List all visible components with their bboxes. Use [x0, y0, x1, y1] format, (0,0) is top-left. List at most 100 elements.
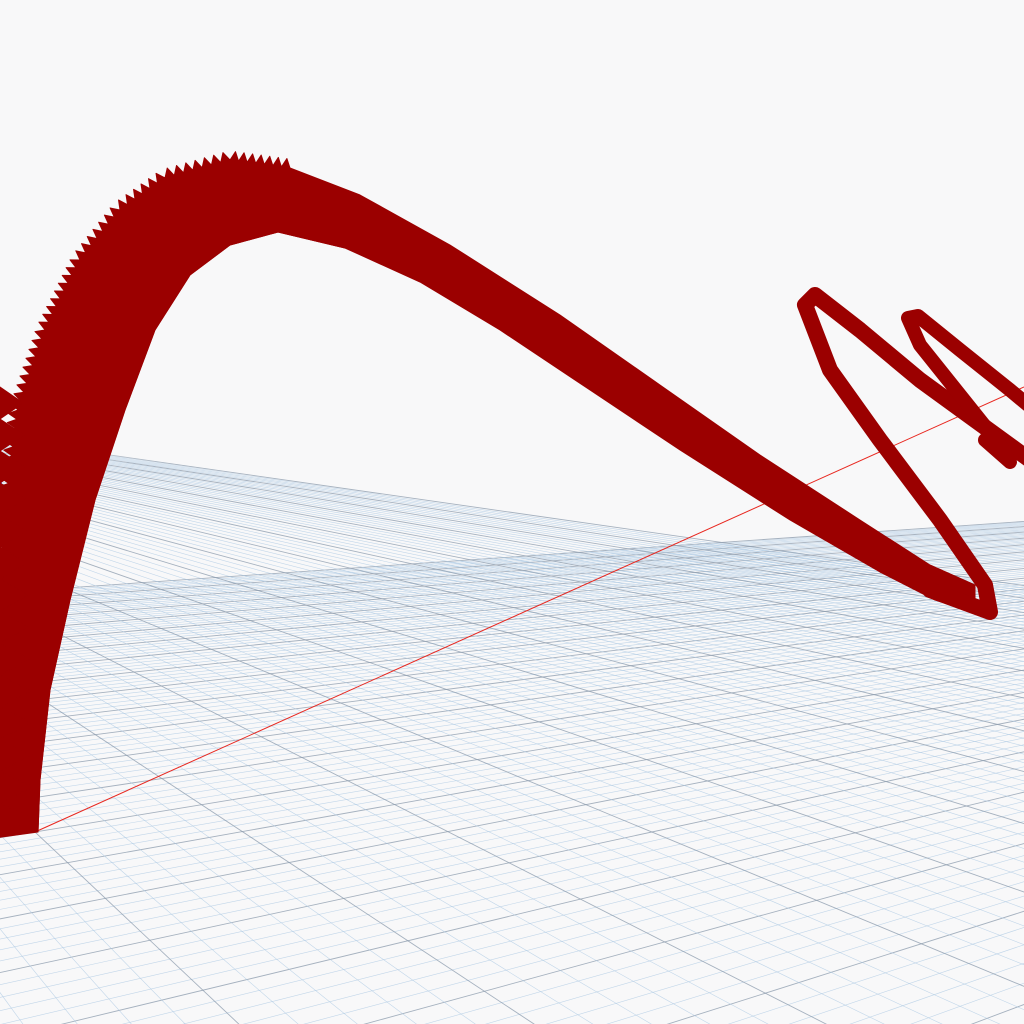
grid-line — [0, 451, 1024, 626]
grid-line — [0, 495, 1024, 773]
grid-line — [0, 598, 1024, 721]
grid-line — [0, 481, 1024, 725]
grid-line — [0, 479, 1024, 718]
grid-line — [0, 554, 1024, 649]
grid-line — [0, 584, 943, 1024]
grid-line — [0, 452, 1024, 630]
grid-line — [0, 665, 1024, 831]
grid-line — [0, 504, 1024, 802]
grid-line — [0, 441, 1024, 594]
grid-line — [0, 687, 1024, 868]
grid-line — [0, 557, 1024, 654]
grid-line — [0, 524, 1024, 598]
grid-line — [0, 543, 1024, 629]
grid-line — [0, 440, 1024, 591]
grid-line — [0, 707, 1024, 901]
grid-line — [0, 455, 1024, 641]
grid-line — [0, 530, 1024, 609]
grid-line — [0, 498, 1024, 782]
grid-line — [0, 673, 1024, 845]
grid-line — [0, 508, 1024, 813]
grid-line — [0, 477, 1024, 711]
grid-line — [0, 527, 1024, 877]
grid-line — [121, 801, 1024, 1024]
red-ribbon[interactable] — [0, 151, 1024, 850]
ribbon-inner-teeth — [37, 231, 346, 833]
grid-line — [0, 445, 1024, 607]
ribbon-left-wall — [0, 386, 35, 836]
grid-line — [0, 545, 1024, 634]
grid-line — [0, 751, 1024, 974]
grid-line — [0, 548, 1024, 945]
grid-line — [0, 648, 1024, 804]
grid-line — [0, 561, 1024, 659]
grid-line — [0, 501, 1024, 792]
grid-line — [0, 571, 1024, 677]
grid-line — [0, 457, 1024, 649]
grid-line — [0, 551, 1024, 644]
grid-line — [0, 522, 1024, 595]
grid-line — [0, 519, 1024, 849]
grid-line — [0, 588, 1024, 705]
grid-line — [0, 579, 1024, 690]
grid-line — [0, 532, 1024, 893]
grid-line — [0, 593, 885, 1024]
grid-line — [0, 523, 1024, 863]
grid-line — [0, 641, 1024, 791]
grid-line — [0, 453, 1024, 634]
grid-line — [0, 511, 1024, 825]
grid-line — [0, 442, 1024, 599]
grid-line — [0, 697, 1024, 884]
grid-line — [0, 608, 1024, 738]
grid-line — [0, 462, 1024, 662]
grid-line — [0, 633, 1024, 779]
grid-line — [0, 447, 1024, 614]
grid-line — [0, 603, 827, 1024]
grid-line — [0, 718, 1024, 920]
grid-line — [0, 526, 1024, 602]
grid-line — [0, 439, 1024, 589]
grid-line — [0, 561, 1024, 987]
grid-line — [0, 575, 1024, 684]
grid-line — [0, 475, 1024, 705]
grid-line — [0, 731, 1024, 940]
grid-line — [0, 584, 1024, 698]
grid-line — [0, 460, 1024, 658]
grid-line — [0, 463, 1024, 667]
grid-line — [0, 656, 1024, 817]
grid-line — [0, 568, 1024, 671]
grid-line — [0, 532, 1024, 613]
grid-line — [0, 713, 1024, 910]
grid-line — [0, 487, 1024, 747]
grid-line — [182, 810, 1024, 1024]
grid-line — [0, 535, 1024, 617]
grid-line — [0, 464, 1024, 672]
grid-line — [0, 471, 1024, 693]
grid-line — [0, 542, 1024, 927]
grid-line — [0, 576, 1001, 1024]
ribbon-loop-1 — [797, 287, 1024, 620]
grid-line — [0, 692, 1024, 876]
x-axis-line — [34, 386, 1024, 833]
grid-line — [0, 603, 1024, 729]
grid-line — [0, 564, 1024, 665]
grid-line — [0, 444, 1024, 605]
grid-line — [0, 627, 1024, 768]
ribbon-loop-2 — [901, 309, 1024, 469]
grid-line — [0, 448, 1024, 616]
grid-line — [0, 554, 1024, 966]
grid-line — [0, 468, 1024, 682]
grid-line — [0, 682, 1024, 860]
grid-line — [0, 758, 1024, 986]
grid-line — [0, 744, 1024, 962]
grid-line — [0, 443, 1024, 602]
grid-line — [60, 791, 1024, 1024]
grid-line — [0, 593, 1024, 713]
grid-line — [0, 485, 1024, 739]
grid-line — [0, 620, 1024, 758]
grid-line — [0, 469, 1024, 687]
grid-line — [0, 537, 1024, 909]
grid-line — [0, 702, 1024, 892]
